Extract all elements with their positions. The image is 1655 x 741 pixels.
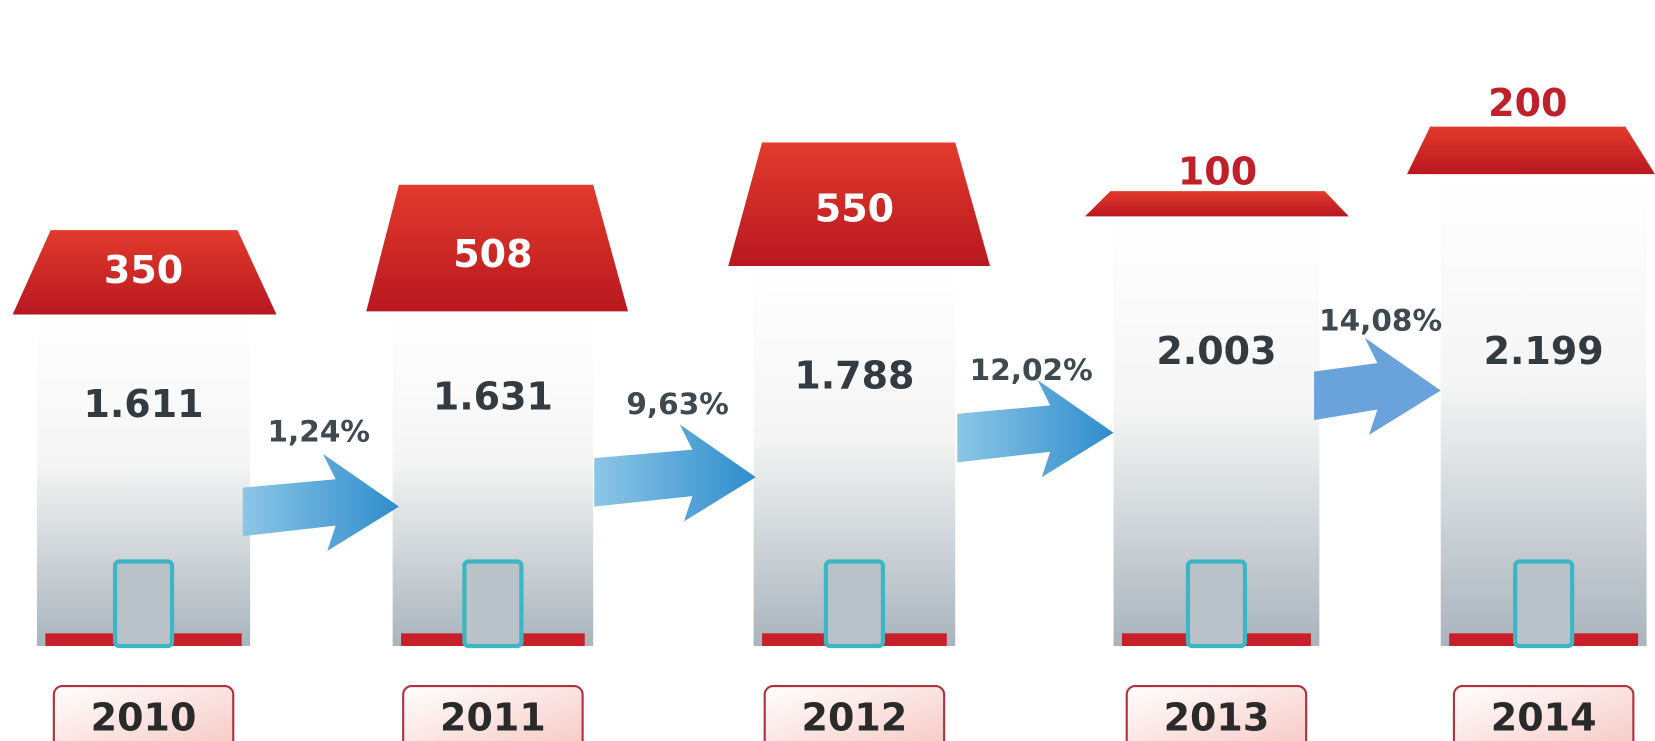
growth-arrow <box>242 453 399 551</box>
house-door <box>1513 559 1575 649</box>
year-box <box>52 685 235 741</box>
growth-arrow <box>594 424 756 522</box>
house-door <box>823 559 886 649</box>
year-label: 2011 <box>440 695 546 739</box>
house-door <box>112 559 175 649</box>
house-total: 1.788 <box>794 353 914 397</box>
growth-label: 14,08% <box>1319 303 1442 337</box>
growth-label: 12,02% <box>970 353 1093 387</box>
house-roof <box>366 184 629 312</box>
year-label: 2012 <box>802 695 908 739</box>
roof-value: 100 <box>1178 150 1257 194</box>
growth-label: 1,24% <box>267 414 370 448</box>
year-box <box>402 685 584 741</box>
year-label: 2013 <box>1164 695 1270 739</box>
house-total: 2.199 <box>1484 329 1604 373</box>
year-label: 2014 <box>1491 695 1597 739</box>
year-box <box>1125 685 1308 741</box>
roof-value: 550 <box>815 187 894 231</box>
growth-arrow <box>957 379 1114 478</box>
year-label: 2010 <box>91 695 197 739</box>
growth-arrow <box>1314 337 1441 435</box>
house-total: 2.003 <box>1156 329 1276 373</box>
roof-value: 200 <box>1488 81 1567 125</box>
house-roof <box>728 142 991 267</box>
house-total: 1.611 <box>83 382 203 426</box>
house-roof <box>1085 191 1349 217</box>
roof-value: 508 <box>453 232 532 276</box>
house-total: 1.631 <box>433 374 553 418</box>
house-door <box>462 559 524 649</box>
growth-label: 9,63% <box>626 387 729 421</box>
roof-value: 350 <box>104 248 183 292</box>
house-roof <box>12 230 277 315</box>
year-box <box>763 685 946 741</box>
house-roof <box>1406 126 1655 175</box>
house-door <box>1185 559 1248 649</box>
year-box <box>1452 685 1635 741</box>
